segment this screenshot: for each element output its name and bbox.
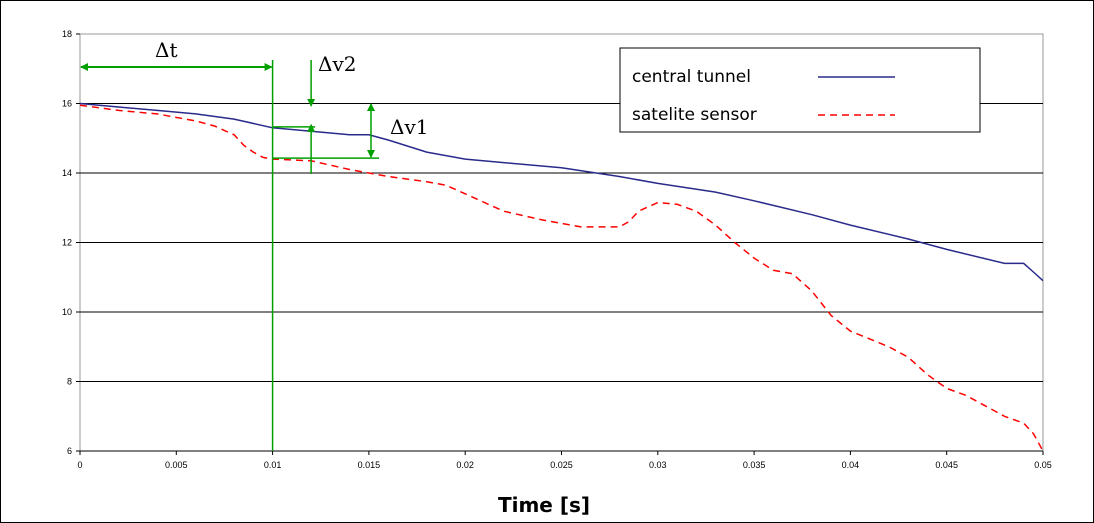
legend-box: [619, 47, 981, 133]
series-layer: [79, 102, 1044, 452]
y-tick-label: 14: [62, 168, 72, 178]
annotation-dv1-label: Δv1: [390, 115, 428, 139]
y-tick-label: 6: [67, 446, 72, 456]
y-tick-label: 18: [62, 29, 72, 39]
legend: central tunnel satelite sensor: [619, 47, 981, 133]
x-tick-label: 0.02: [456, 460, 474, 470]
x-tick-label: 0.005: [165, 460, 188, 470]
y-tick-label: 8: [67, 377, 72, 387]
x-tick-label: 0.015: [358, 460, 381, 470]
x-axis-title: Time [s]: [498, 493, 590, 517]
x-tick-label: 0.05: [1034, 460, 1052, 470]
x-tick-label: 0.03: [649, 460, 667, 470]
axes: 6 8 10 12 14 16 18 0 0.005 0.01 0.015 0.02 0.025 0.03…: [62, 29, 1052, 470]
annotations: Δt Δv2 Δv1: [80, 38, 428, 451]
x-tick-label: 0.025: [550, 460, 573, 470]
annotation-dt-label: Δt: [155, 38, 177, 62]
y-tick-label: 16: [62, 99, 72, 109]
x-tick-label: 0.04: [842, 460, 860, 470]
x-tick-label: 0.045: [935, 460, 958, 470]
series-line-central-tunnel: [79, 102, 1044, 282]
series-line-satelite-sensor: [79, 104, 1044, 452]
x-tick-label: 0: [77, 460, 82, 470]
y-tick-label: 10: [62, 307, 72, 317]
x-tick-label: 0.035: [743, 460, 766, 470]
legend-label-central-tunnel: central tunnel: [632, 67, 751, 87]
x-tick-label: 0.01: [264, 460, 282, 470]
y-tick-label: 12: [62, 238, 72, 248]
annotation-dv2-label: Δv2: [318, 52, 356, 76]
legend-label-satelite-sensor: satelite sensor: [632, 105, 757, 125]
